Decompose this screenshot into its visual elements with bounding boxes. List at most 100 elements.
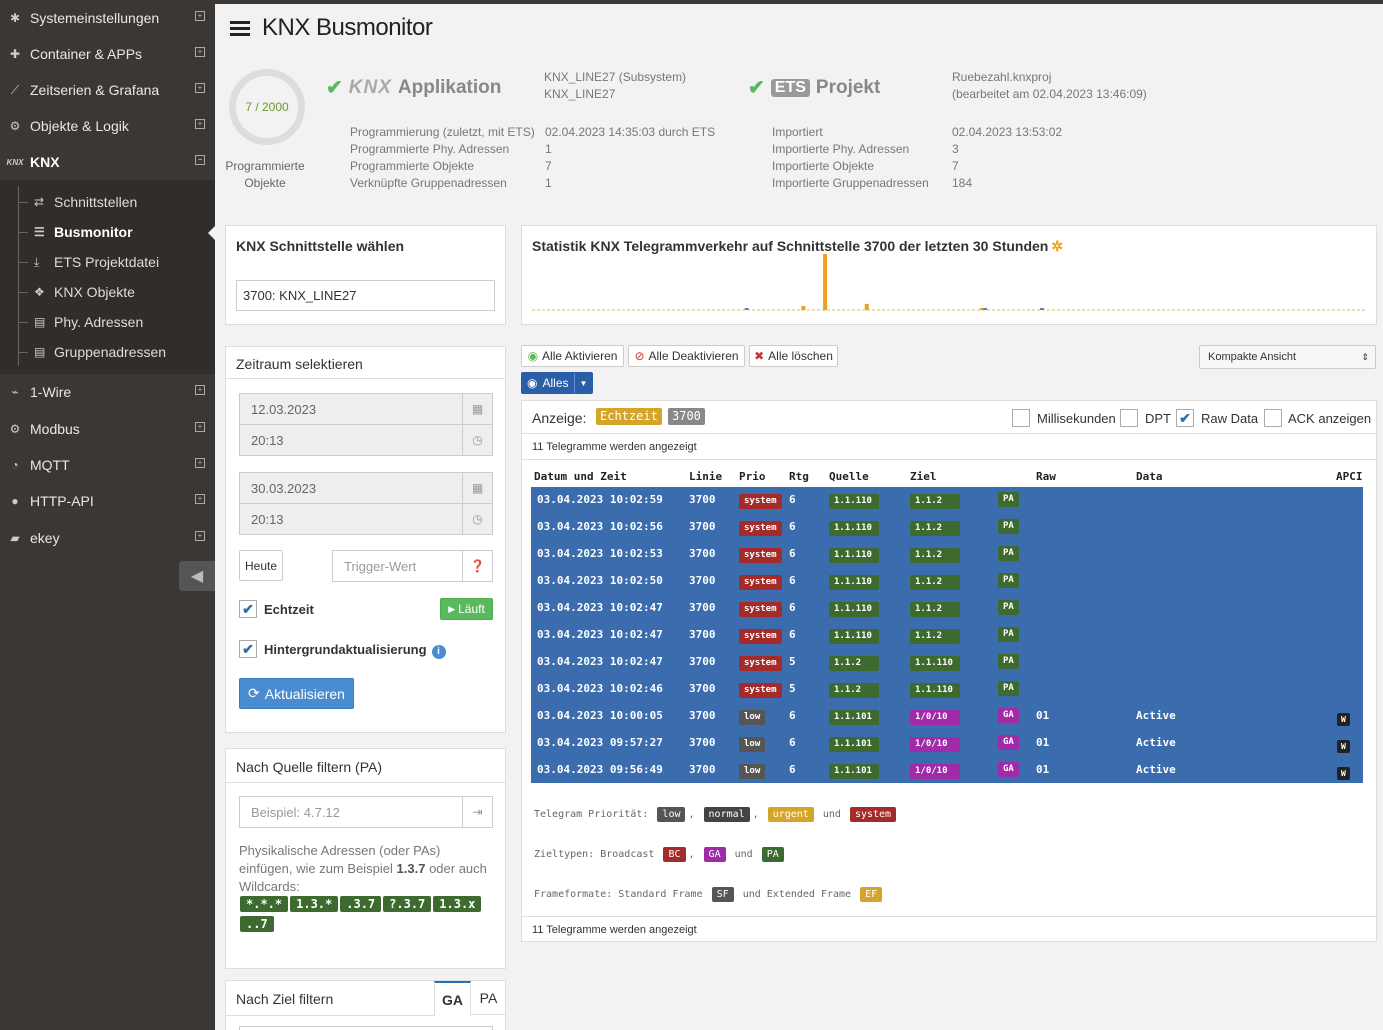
interface-select[interactable]: 3700: KNX_LINE27 (236, 280, 495, 311)
expand-icon[interactable]: + (195, 119, 205, 129)
table-row[interactable]: 03.04.2023 10:02:50 3700 system 6 1.1.110 1.1… (531, 568, 1363, 595)
cell-raw: 01 (1036, 763, 1050, 776)
from-time-input[interactable]: 20:13 ◷ (239, 424, 493, 456)
legend-target: Zieltypen: Broadcast BC, GA und PA (534, 847, 787, 862)
expand-icon[interactable]: + (195, 83, 205, 93)
running-button[interactable]: ▶ Läuft (440, 598, 493, 620)
legend-text: und Extended Frame (742, 889, 852, 900)
interface-panel: KNX Schnittstelle wählen 3700: KNX_LINE2… (225, 225, 506, 325)
table-row[interactable]: 03.04.2023 10:00:05 3700 low 6 1.1.101 1/0/10… (531, 703, 1363, 730)
sidebar-item-gruppenadressen[interactable]: ▤ Gruppenadressen (18, 337, 215, 367)
col-header-apci[interactable]: APCI (1336, 470, 1363, 483)
col-header-source[interactable]: Quelle (829, 470, 869, 483)
sidebar-item-1wire[interactable]: ⌁ 1-Wire + (0, 374, 215, 410)
view-select[interactable]: Kompakte Ansicht ⇕ (1199, 345, 1376, 369)
sidebar-item-http-api[interactable]: ● HTTP-API + (0, 483, 215, 519)
sidebar-item-modbus[interactable]: ⚙ Modbus + (0, 411, 215, 447)
cell-prio-tag: system (739, 629, 782, 644)
sidebar-item-busmonitor[interactable]: ☰ Busmonitor (18, 217, 215, 247)
table-row[interactable]: 03.04.2023 09:56:49 3700 low 6 1.1.101 1/0/10… (531, 757, 1363, 784)
col-header-target[interactable]: Ziel (910, 470, 937, 483)
prio-urgent-tag: urgent (767, 807, 814, 822)
background-update-checkbox[interactable]: ✔ (239, 640, 257, 658)
ets-label: Importiert (772, 125, 823, 139)
chevron-down-icon[interactable]: ▼ (574, 373, 592, 393)
cell-type-tag: GA (998, 708, 1019, 723)
expand-icon[interactable]: + (195, 11, 205, 21)
cell-line: 3700 (689, 628, 716, 641)
wildcard-tag[interactable]: .3.7 (340, 896, 382, 912)
refresh-button[interactable]: ⟳ Aktualisieren (239, 678, 354, 709)
cell-line: 3700 (689, 709, 716, 722)
expand-icon[interactable]: + (195, 531, 205, 541)
sidebar-item-systemeinstellungen[interactable]: ✱ Systemeinstellungen + (0, 0, 215, 36)
table-row[interactable]: 03.04.2023 10:02:47 3700 system 6 1.1.110 1.1… (531, 622, 1363, 649)
table-row[interactable]: 03.04.2023 10:02:56 3700 system 6 1.1.110 1.1… (531, 514, 1363, 541)
expand-icon[interactable]: + (195, 47, 205, 57)
sidebar-item-ekey[interactable]: ▰ ekey + (0, 520, 215, 556)
sidebar-item-container[interactable]: ✚ Container & APPs + (0, 36, 215, 72)
col-header-data[interactable]: Data (1136, 470, 1163, 483)
table-row[interactable]: 03.04.2023 10:02:47 3700 system 6 1.1.110 1.1… (531, 595, 1363, 622)
col-header-datetime[interactable]: Datum und Zeit (534, 470, 627, 483)
cell-target-tag: 1.1.110 (910, 683, 960, 698)
sidebar-item-ets-projektdatei[interactable]: ⤓ ETS Projektdatei (18, 247, 215, 277)
sidebar-item-schnittstellen[interactable]: ⇄ Schnittstellen (18, 187, 215, 217)
from-date-input[interactable]: 12.03.2023 ▦ (239, 393, 493, 425)
table-row[interactable]: 03.04.2023 09:57:27 3700 low 6 1.1.101 1/0/10… (531, 730, 1363, 757)
ack-checkbox[interactable] (1264, 409, 1282, 427)
raw-checkbox[interactable]: ✔ (1176, 409, 1194, 427)
filter-dropdown-button[interactable]: ◉ Alles ▼ (521, 372, 593, 394)
expand-icon[interactable]: + (195, 385, 205, 395)
sidebar-item-zeitserien[interactable]: ⟋ Zeitserien & Grafana + (0, 72, 215, 108)
table-row[interactable]: 03.04.2023 10:02:46 3700 system 5 1.1.2 1.1.1… (531, 676, 1363, 703)
col-header-rtg[interactable]: Rtg (789, 470, 809, 483)
ets-labels: Importiert Importierte Phy. Adressen Impor… (772, 124, 929, 192)
wildcard-tag[interactable]: *.*.* (240, 896, 289, 912)
col-header-prio[interactable]: Prio (739, 470, 766, 483)
target-filter-input[interactable] (239, 1026, 493, 1030)
collapse-icon[interactable]: − (195, 155, 205, 165)
activate-all-button[interactable]: ◉ Alle Aktivieren (521, 345, 624, 367)
deactivate-all-button[interactable]: ⊘ Alle Deaktivieren (628, 345, 745, 367)
sidebar-item-label: ETS Projektdatei (54, 254, 160, 270)
realtime-checkbox[interactable]: ✔ (239, 600, 257, 618)
hamburger-icon[interactable] (230, 18, 250, 39)
expand-icon[interactable]: + (195, 494, 205, 504)
table-row[interactable]: 03.04.2023 10:02:59 3700 system 6 1.1.110 1.1… (531, 487, 1363, 514)
clock-icon[interactable]: ◷ (462, 504, 492, 534)
ms-checkbox[interactable] (1012, 409, 1030, 427)
table-row[interactable]: 03.04.2023 10:02:53 3700 system 6 1.1.110 1.1… (531, 541, 1363, 568)
col-header-line[interactable]: Linie (689, 470, 723, 483)
sidebar-item-knx-objekte[interactable]: ❖ KNX Objekte (18, 277, 215, 307)
calendar-icon[interactable]: ▦ (462, 473, 492, 503)
sidebar-item-mqtt[interactable]: ◔ MQTT + (0, 447, 215, 483)
dpt-checkbox[interactable] (1120, 409, 1138, 427)
today-button[interactable]: Heute (239, 550, 283, 581)
to-time-input[interactable]: 20:13 ◷ (239, 503, 493, 535)
sidebar-item-phy-adressen[interactable]: ▤ Phy. Adressen (18, 307, 215, 337)
expand-icon[interactable]: + (195, 422, 205, 432)
help-icon[interactable]: ❓ (462, 551, 492, 581)
wildcard-tag[interactable]: ..7 (240, 916, 274, 932)
to-date-input[interactable]: 30.03.2023 ▦ (239, 472, 493, 504)
tab-ga[interactable]: GA (434, 981, 471, 1016)
loading-icon: ✲ (1051, 238, 1064, 254)
sidebar-item-knx[interactable]: KNX KNX − (0, 144, 215, 180)
expand-icon[interactable]: + (195, 458, 205, 468)
sidebar-item-objekte[interactable]: ⚙ Objekte & Logik + (0, 108, 215, 144)
trigger-input[interactable]: Trigger-Wert ❓ (332, 550, 493, 582)
sidebar-collapse-button[interactable]: ◀ (179, 561, 215, 591)
info-icon[interactable]: i (431, 645, 446, 659)
wildcard-tag[interactable]: 1.3.x (433, 896, 482, 912)
sign-in-icon[interactable]: ⇥ (462, 797, 492, 827)
source-filter-input[interactable]: Beispiel: 4.7.12 ⇥ (239, 796, 493, 828)
wildcard-tag[interactable]: 1.3.* (290, 896, 339, 912)
clock-icon[interactable]: ◷ (462, 425, 492, 455)
calendar-icon[interactable]: ▦ (462, 394, 492, 424)
tab-pa[interactable]: PA (471, 981, 506, 1015)
clear-all-button[interactable]: ✖ Alle löschen (749, 345, 838, 367)
col-header-raw[interactable]: Raw (1036, 470, 1056, 483)
wildcard-tag[interactable]: ?.3.7 (383, 896, 432, 912)
table-row[interactable]: 03.04.2023 10:02:47 3700 system 5 1.1.2 1.1.1… (531, 649, 1363, 676)
